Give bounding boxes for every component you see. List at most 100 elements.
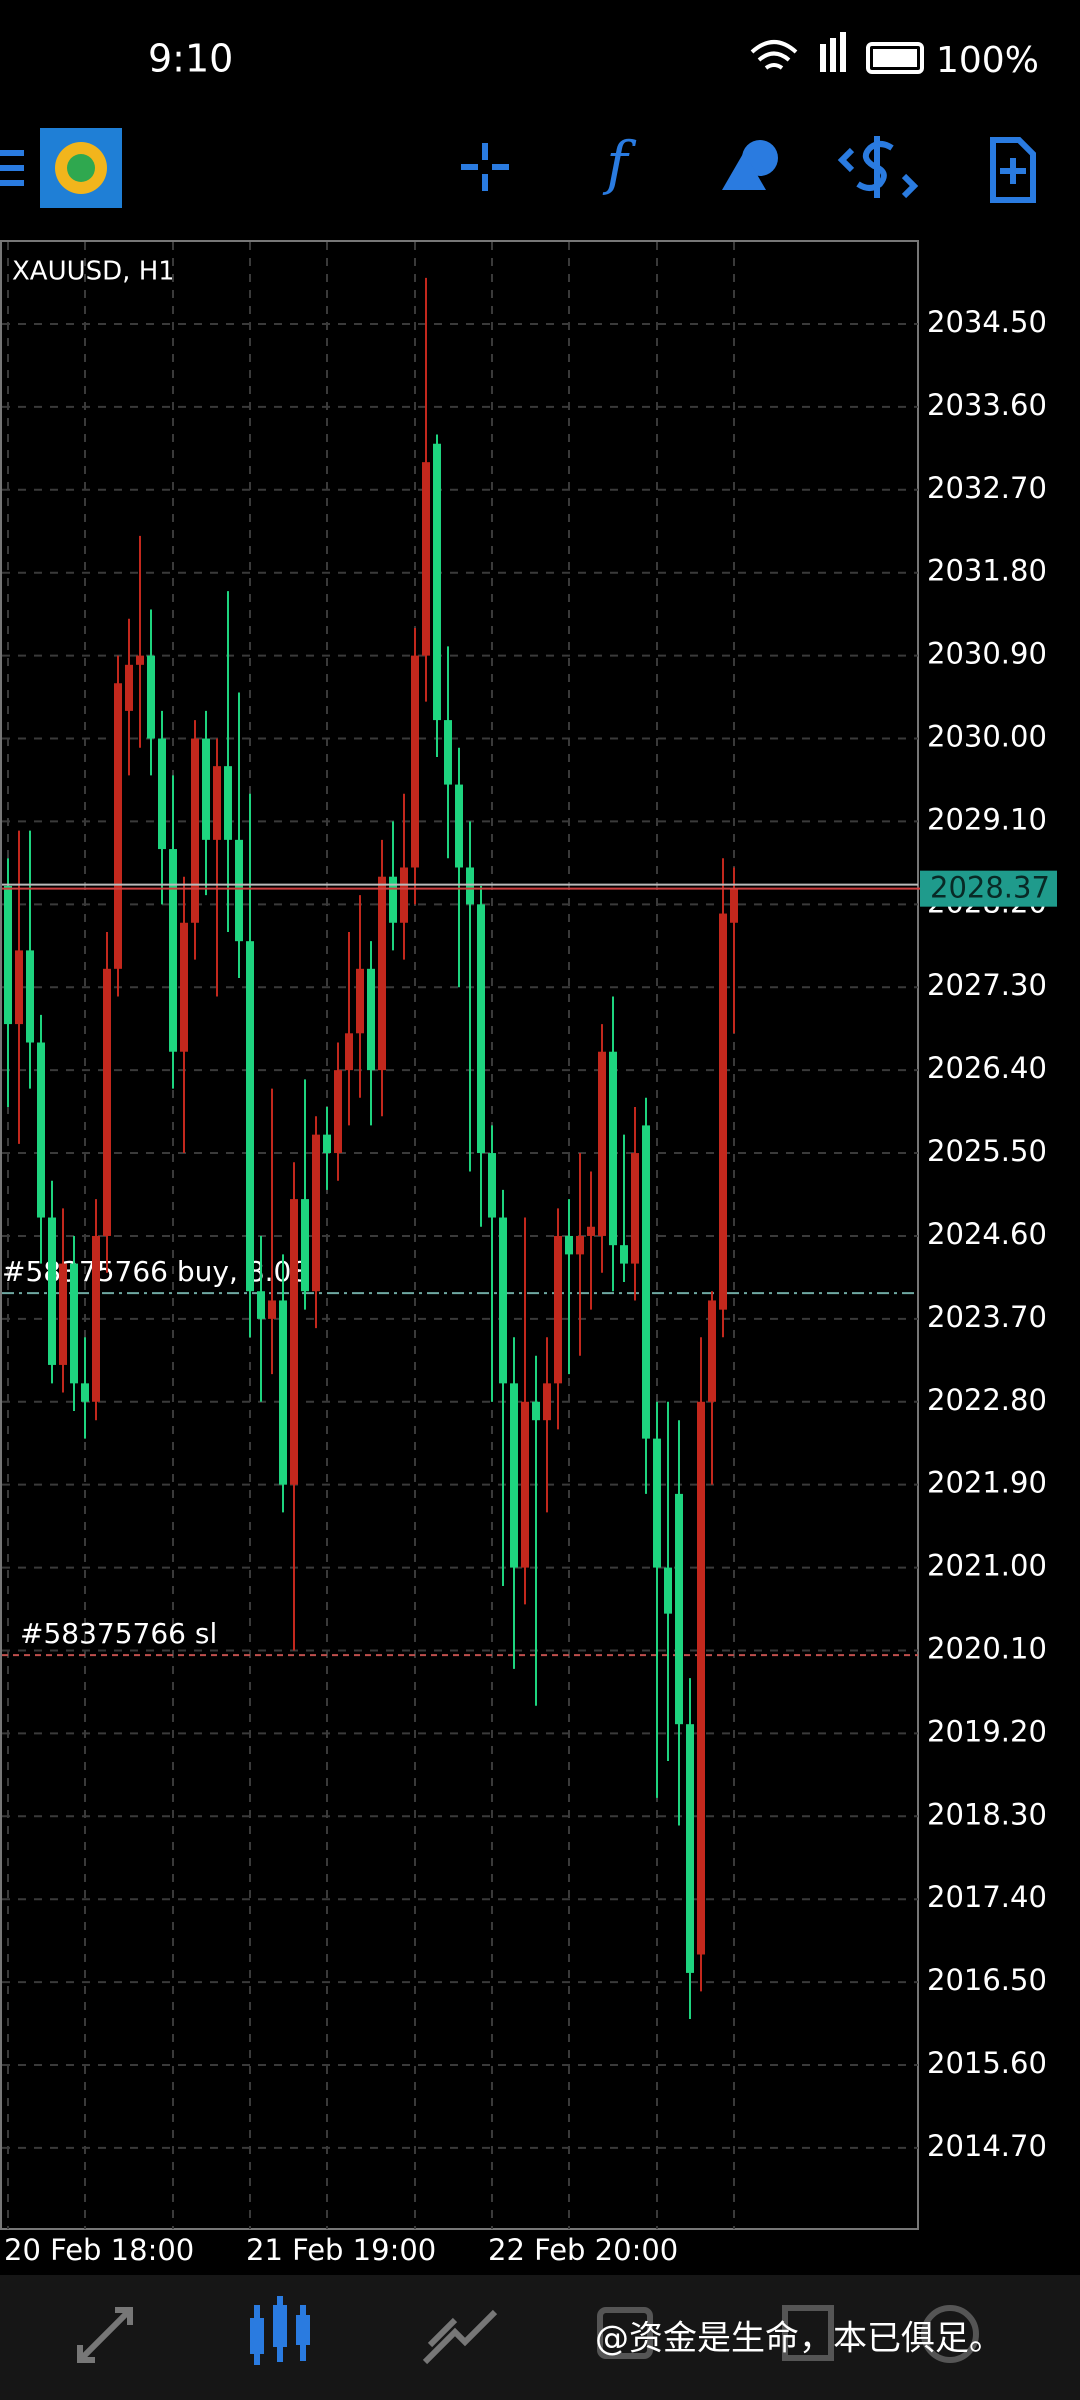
- candle-body: [554, 1235, 562, 1384]
- y-tick-label: 2027.30: [927, 968, 1047, 1002]
- candle-body: [147, 655, 155, 739]
- objects-button[interactable]: [722, 140, 778, 190]
- nav-quotes[interactable]: [77, 2307, 133, 2363]
- candle-body: [730, 888, 738, 923]
- price-tag: [920, 870, 1057, 907]
- candle-body: [246, 941, 254, 1292]
- y-tick-label: 2029.10: [927, 802, 1047, 836]
- candle-body: [433, 443, 441, 721]
- y-tick-label: 2020.10: [927, 1631, 1047, 1665]
- candle-body: [521, 1401, 529, 1568]
- candle-body: [136, 655, 144, 665]
- y-tick-label: 2031.80: [927, 554, 1047, 588]
- candle-body: [48, 1217, 56, 1365]
- candle-body: [444, 720, 452, 785]
- nav-trade[interactable]: [422, 2309, 498, 2365]
- candle-body: [92, 1235, 100, 1402]
- candle-body: [70, 1263, 78, 1384]
- candle-body: [543, 1383, 551, 1421]
- candle-body: [719, 913, 727, 1310]
- candle-body: [15, 950, 23, 1025]
- nav-chart[interactable]: [250, 2296, 310, 2365]
- candle-body: [180, 922, 188, 1052]
- candle-body: [532, 1401, 540, 1421]
- bottom-nav: [0, 2275, 1080, 2400]
- candle-body: [114, 683, 122, 969]
- app-icon[interactable]: [40, 128, 122, 208]
- candle-body: [158, 738, 166, 850]
- candle-body: [609, 1051, 617, 1246]
- candle-body: [202, 738, 210, 840]
- candle-body: [708, 1300, 716, 1402]
- candle-body: [400, 867, 408, 923]
- candle-body: [675, 1493, 683, 1725]
- y-tick-label: 2021.00: [927, 1549, 1047, 1583]
- candle-body: [4, 885, 12, 1025]
- candle-body: [257, 1291, 265, 1319]
- candle-body: [59, 1263, 67, 1365]
- candle-body: [345, 1033, 353, 1071]
- y-tick-label: 2030.90: [927, 637, 1047, 671]
- candle-body: [26, 950, 34, 1043]
- y-tick-label: 2021.90: [927, 1466, 1047, 1500]
- y-tick-label: 2016.50: [927, 1963, 1047, 1997]
- candle-body: [213, 766, 221, 840]
- y-tick-label: 2017.40: [927, 1880, 1047, 1914]
- candle-body: [422, 462, 430, 656]
- candle-body: [598, 1051, 606, 1236]
- candle-body: [312, 1134, 320, 1292]
- candle-body: [268, 1300, 276, 1319]
- y-tick-label: 2015.60: [927, 2046, 1047, 2080]
- y-tick-label: 2033.60: [927, 388, 1047, 422]
- y-tick-label: 2014.70: [927, 2129, 1047, 2163]
- y-tick-label: 2024.60: [927, 1217, 1047, 1251]
- candle-body: [125, 664, 133, 711]
- candle-body: [697, 1401, 705, 1955]
- trade-button[interactable]: [837, 136, 919, 199]
- candle-body: [488, 1153, 496, 1218]
- crosshair-button[interactable]: [461, 143, 509, 191]
- y-tick-label: 2034.50: [927, 305, 1047, 339]
- candle-body: [235, 839, 243, 942]
- candle-body: [191, 738, 199, 923]
- plot: 2034.50 2033.60 2032.70 2031.80 2030.90 2030.…: [2, 242, 1057, 2267]
- menu-button[interactable]: [0, 150, 24, 186]
- symbol-label: XAUUSD, H1: [12, 257, 175, 287]
- candle-body: [477, 904, 485, 1154]
- candle-body: [664, 1567, 672, 1614]
- candle-body: [367, 968, 375, 1071]
- battery-level: 100%: [936, 40, 1039, 81]
- candle-body: [224, 766, 232, 840]
- candle-body: [499, 1217, 507, 1384]
- candle-body: [103, 968, 111, 1236]
- candle-body: [620, 1245, 628, 1264]
- candle-body: [323, 1134, 331, 1154]
- candle-body: [686, 1724, 694, 1973]
- clock: 9:10: [148, 37, 233, 81]
- y-tick-label: 2022.80: [927, 1383, 1047, 1417]
- candle-body: [81, 1383, 89, 1402]
- y-tick-label: 2023.70: [927, 1300, 1047, 1334]
- candle-body: [466, 867, 474, 905]
- y-tick-label: 2018.30: [927, 1797, 1047, 1831]
- candle-body: [576, 1235, 584, 1255]
- order-label: #58375766 sl: [20, 1617, 217, 1650]
- x-tick-label: 21 Feb 19:00: [246, 2233, 436, 2267]
- candle-body: [631, 1153, 639, 1264]
- candle-body: [290, 1199, 298, 1485]
- candle-body: [411, 655, 419, 868]
- x-tick-label: 22 Feb 20:00: [488, 2233, 678, 2267]
- new-order-button[interactable]: [990, 137, 1036, 203]
- candle-body: [510, 1383, 518, 1568]
- y-tick-label: 2025.50: [927, 1134, 1047, 1168]
- candle-body: [301, 1199, 309, 1292]
- nav-history[interactable]: [597, 2305, 979, 2363]
- candle-body: [389, 876, 397, 923]
- candle-body: [642, 1125, 650, 1439]
- candle-body: [587, 1226, 595, 1236]
- price-tag-label: 2028.37: [930, 871, 1050, 905]
- candle-body: [334, 1070, 342, 1154]
